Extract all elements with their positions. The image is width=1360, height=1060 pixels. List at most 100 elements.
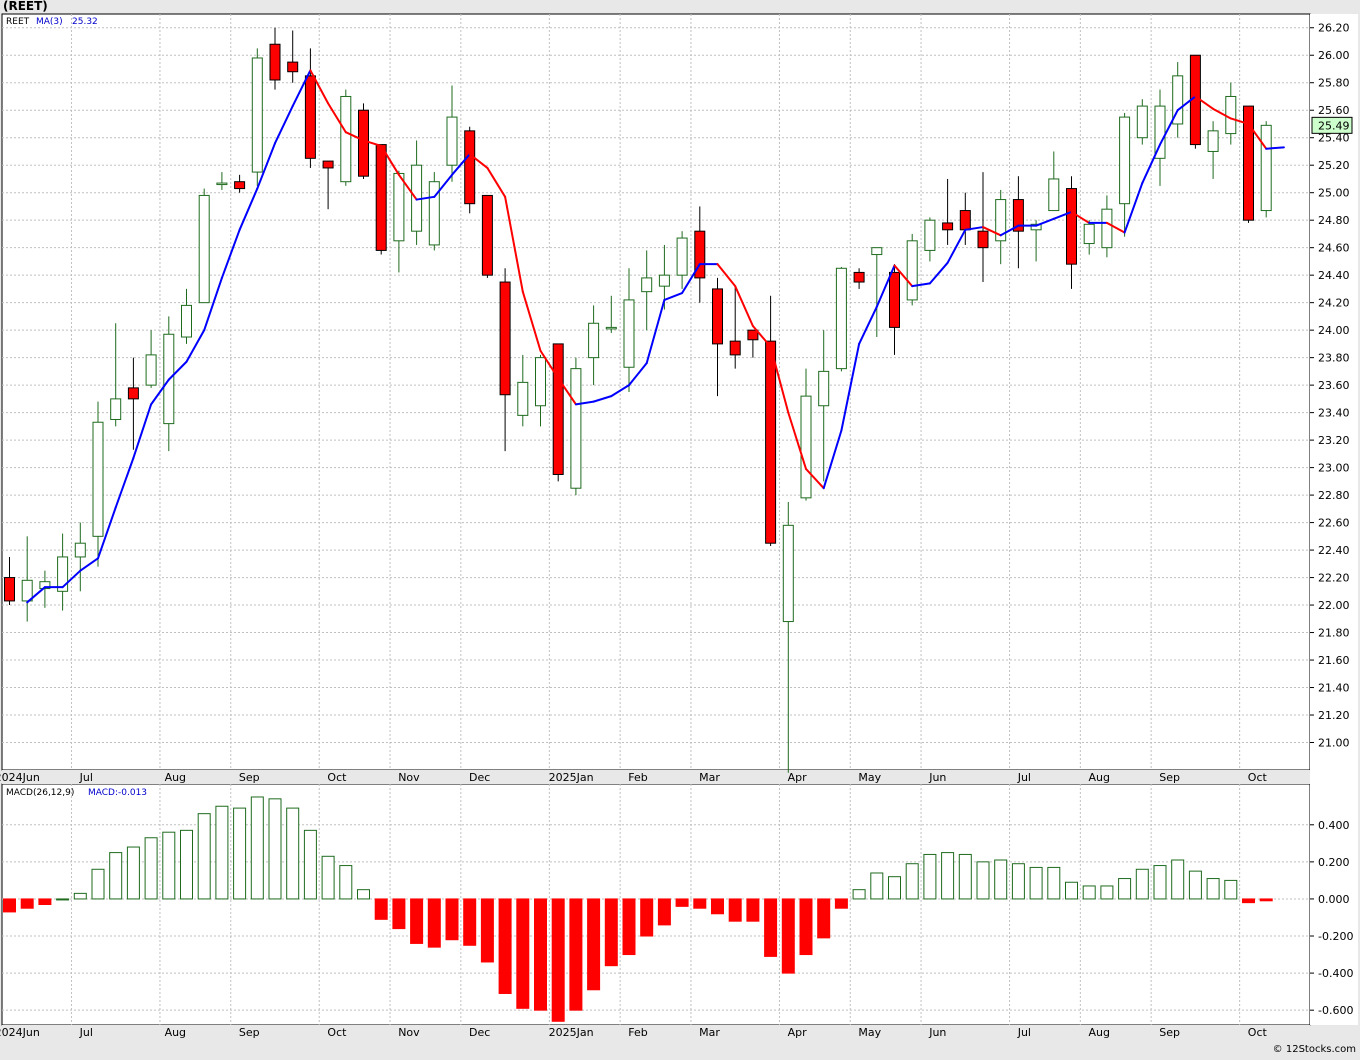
price-x-tick-label: Apr: [788, 771, 808, 784]
macd-y-tick-label: 0.200: [1318, 856, 1350, 869]
ma3-segment: [893, 264, 914, 288]
candle-body: [1260, 124, 1272, 212]
price-y-tick-label: 22.60: [1318, 517, 1350, 530]
ma3-segment: [203, 276, 223, 332]
price-x-tick-label: 2024Jun: [0, 771, 40, 784]
macd-bar: [1082, 885, 1096, 900]
macd-bar: [569, 898, 583, 1011]
macd-x-tick-label: 2025Jan: [549, 1026, 594, 1039]
macd-bar: [622, 898, 636, 956]
price-y-tick-label: 23.80: [1318, 352, 1350, 365]
candle-body: [57, 556, 69, 592]
macd-bar: [339, 865, 353, 900]
macd-bar: [197, 813, 211, 900]
price-panel: [1, 13, 1311, 771]
price-y-tick-label: 21.20: [1318, 709, 1350, 722]
macd-x-tick-label: May: [858, 1026, 881, 1039]
ma3-segment: [1052, 210, 1073, 220]
macd-bar: [480, 898, 494, 963]
candle-body: [712, 288, 723, 345]
ma3-segment: [433, 173, 453, 198]
price-x-tick-label: Jul: [79, 771, 93, 784]
macd-x-tick-label: Dec: [469, 1026, 490, 1039]
candle-body: [942, 222, 954, 231]
candle-body: [92, 421, 104, 537]
candle-body: [889, 271, 900, 328]
price-y-tick-label: 24.80: [1318, 214, 1350, 227]
macd-bar: [888, 876, 901, 900]
ma3-segment: [822, 429, 843, 490]
candle-body: [127, 387, 139, 400]
candle-body: [676, 237, 688, 276]
candle-body: [21, 579, 33, 602]
macd-bar: [410, 898, 424, 944]
macd-y-tick-label: 0.000: [1318, 893, 1350, 906]
price-y-tick-label: 24.60: [1318, 242, 1350, 255]
y-axis-area: [1310, 14, 1358, 1025]
macd-bar: [1135, 868, 1149, 900]
ma3-segment: [468, 153, 489, 169]
candle-body: [74, 542, 86, 558]
price-y-tick-label: 21.60: [1318, 654, 1350, 667]
candle-body: [517, 381, 529, 416]
candle-body: [729, 340, 741, 356]
macd-bar: [958, 853, 972, 900]
macd-bar: [91, 868, 105, 900]
candle-body: [800, 395, 812, 499]
ma3-segment: [1159, 109, 1179, 146]
ma3-segment: [344, 131, 365, 142]
macd-bar: [427, 898, 441, 948]
last-price-tag: [1311, 116, 1353, 134]
macd-bar: [20, 898, 34, 909]
candle-body: [1048, 178, 1060, 212]
candle-body: [641, 277, 653, 293]
ma3-segment: [1176, 95, 1197, 112]
price-y-tick-label: 25.40: [1318, 132, 1350, 145]
ma3-segment: [1229, 117, 1250, 125]
macd-x-tick-label: Jul: [1017, 1026, 1031, 1039]
macd-x-tick-label: 2024Jun: [0, 1026, 40, 1039]
ma3-segment: [291, 69, 312, 108]
ma3-segment: [1105, 221, 1126, 234]
ma3-segment: [274, 105, 294, 145]
macd-x-tick-label: Mar: [699, 1026, 720, 1039]
candle-body: [499, 281, 511, 396]
macd-bar: [374, 898, 388, 920]
candle-body: [1012, 199, 1024, 232]
ma3-segment: [875, 264, 896, 308]
candle-body: [4, 577, 15, 602]
macd-bar: [923, 853, 937, 900]
macd-bar: [1047, 866, 1061, 900]
macd-bar: [144, 837, 158, 900]
macd-bar: [1153, 865, 1167, 900]
ma3-segment: [946, 228, 967, 264]
macd-bar: [38, 898, 52, 906]
candle-body: [340, 95, 352, 183]
candle-body: [552, 343, 564, 475]
macd-bar: [817, 898, 831, 939]
candle-body: [782, 524, 794, 623]
ma3-segment: [805, 467, 825, 490]
chart-title: (REET): [3, 0, 48, 13]
ma3-segment: [787, 411, 807, 470]
ma3-segment: [751, 325, 772, 348]
candle-body: [446, 116, 458, 166]
candle-body: [1066, 188, 1077, 265]
macd-bar: [1188, 870, 1202, 900]
candle-body: [871, 247, 883, 256]
candle-body: [765, 340, 777, 544]
candle-body: [181, 304, 192, 338]
macd-bar: [463, 898, 477, 946]
macd-bar: [534, 898, 547, 1011]
macd-bar: [587, 898, 601, 991]
candle-body: [835, 267, 847, 370]
macd-bar: [180, 829, 193, 900]
candle-body: [1101, 208, 1113, 249]
macd-bar: [799, 898, 813, 956]
candle-body: [393, 172, 405, 242]
macd-bar: [1206, 878, 1220, 900]
candle-body: [623, 299, 635, 368]
macd-bar: [392, 898, 406, 930]
macd-bar: [976, 861, 990, 900]
